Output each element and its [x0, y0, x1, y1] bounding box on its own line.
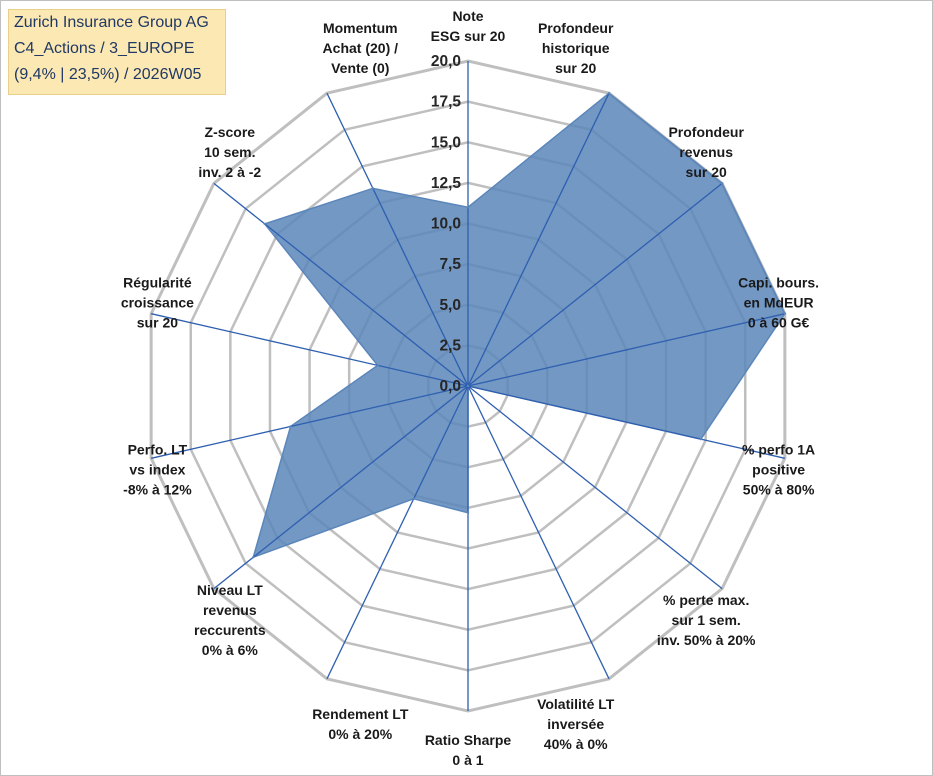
axis-label-3: Capi. bours. en MdEUR 0 à 60 G€	[738, 275, 819, 331]
axis-label-line: -8% à 12%	[123, 481, 192, 497]
spoke-10	[151, 385, 469, 459]
data-point-2	[720, 182, 724, 185]
axis-label-5: % perte max. sur 1 sem. inv. 50% à 20%	[657, 592, 756, 648]
spoke-3	[467, 313, 785, 387]
axis-label-line: Régularité	[123, 275, 192, 291]
data-point-0	[466, 206, 470, 209]
axis-label-2: Profondeur revenus sur 20	[668, 124, 744, 180]
axis-label-line: Profondeur	[668, 124, 744, 140]
axis-label-line: inversée	[547, 716, 604, 732]
axis-label-line: 50% à 80%	[743, 481, 815, 497]
axis-label-line: sur 20	[555, 60, 596, 76]
tick-label-6: 15,0	[431, 134, 461, 151]
spoke-6	[467, 385, 610, 680]
axis-label-10: Perfo. LT vs index -8% à 12%	[123, 441, 192, 497]
tick-label-2: 5,0	[439, 297, 461, 314]
axis-label-line: Capi. bours.	[738, 275, 819, 291]
data-point-3	[783, 312, 787, 315]
axis-label-line: en MdEUR	[744, 295, 814, 311]
spoke-11	[151, 313, 469, 387]
data-point-9	[252, 556, 255, 559]
tick-label-4: 10,0	[431, 216, 461, 233]
data-point-1	[607, 91, 611, 95]
data-point-12	[263, 222, 266, 226]
company-name: Zurich Insurance Group AG	[14, 14, 209, 31]
axis-label-7: Ratio Sharpe 0 à 1	[425, 732, 512, 768]
axis-label-8: Rendement LT 0% à 20%	[312, 706, 409, 742]
axis-label-line: revenus	[679, 144, 733, 160]
axis-label-9: Niveau LT revenus reccurents 0% à 6%	[194, 582, 266, 658]
tick-label-1: 2,5	[439, 337, 461, 354]
axis-label-line: Z-score	[205, 124, 256, 140]
tick-label-5: 12,5	[431, 175, 462, 192]
axis-label-line: Profondeur	[538, 20, 614, 36]
axis-label-line: reccurents	[194, 622, 266, 638]
axis-label-4: % perfo 1A positive 50% à 80%	[742, 441, 815, 497]
axis-label-line: 0% à 20%	[328, 726, 392, 742]
axis-label-line: 0 à 1	[452, 752, 483, 768]
axis-label-line: sur 20	[686, 164, 727, 180]
axis-label-line: ESG sur 20	[431, 28, 506, 44]
data-point-6	[466, 384, 470, 388]
tick-label-8: 20,0	[431, 53, 461, 70]
axis-label-line: 40% à 0%	[544, 736, 608, 752]
axis-label-0: Note ESG sur 20	[431, 8, 506, 44]
axis-label-line: % perfo 1A	[742, 441, 815, 457]
axis-label-line: positive	[752, 461, 805, 477]
spoke-2	[467, 182, 723, 387]
spoke-4	[467, 385, 785, 459]
axis-label-line: sur 1 sem.	[672, 612, 741, 628]
axis-label-line: Ratio Sharpe	[425, 732, 512, 748]
data-point-10	[289, 425, 292, 428]
data-point-7	[466, 511, 470, 514]
axis-label-13: Momentum Achat (20) / Vente (0)	[323, 20, 399, 76]
spoke-8	[326, 385, 469, 680]
axis-label-line: Vente (0)	[331, 60, 389, 76]
axis-label-line: inv. 50% à 20%	[657, 632, 756, 648]
axis-label-line: 0% à 6%	[202, 642, 259, 658]
tick-label-7: 17,5	[431, 94, 462, 111]
axis-label-line: Note	[452, 8, 483, 24]
axis-label-line: vs index	[129, 461, 185, 477]
tick-label-0: 0,0	[439, 378, 461, 395]
axis-label-line: Niveau LT	[197, 582, 263, 598]
axis-label-line: sur 20	[137, 315, 178, 331]
data-point-4	[699, 437, 703, 441]
axis-label-line: Rendement LT	[312, 706, 409, 722]
info-box: Zurich Insurance Group AG C4_Actions / 3…	[8, 9, 226, 95]
spoke-12	[213, 182, 469, 387]
axis-label-line: inv. 2 à -2	[198, 164, 261, 180]
spoke-5	[467, 385, 723, 590]
data-point-11	[376, 364, 379, 367]
axis-label-line: 0 à 60 G€	[748, 315, 810, 331]
tick-label-3: 7,5	[439, 256, 461, 273]
axis-label-line: 10 sem.	[204, 144, 255, 160]
axis-label-line: % perte max.	[663, 592, 749, 608]
spoke-9	[213, 385, 469, 590]
spoke-13	[326, 92, 469, 387]
data-point-8	[412, 497, 415, 500]
axis-label-line: croissance	[121, 295, 194, 311]
performance-week-label: (9,4% | 23,5%) / 2026W05	[14, 66, 202, 83]
spoke-1	[467, 92, 610, 387]
series-area	[252, 92, 786, 559]
category-label: C4_Actions / 3_EUROPE	[14, 40, 195, 57]
axis-label-1: Profondeur historique sur 20	[538, 20, 614, 76]
axis-label-line: Momentum	[323, 20, 398, 36]
axis-label-line: Volatilité LT	[537, 696, 615, 712]
axis-label-12: Z-score 10 sem. inv. 2 à -2	[198, 124, 261, 180]
data-point-13	[371, 187, 375, 190]
axis-label-6: Volatilité LT inversée 40% à 0%	[537, 696, 615, 752]
axis-label-line: historique	[542, 40, 610, 56]
axis-label-line: Perfo. LT	[128, 441, 188, 457]
axis-label-line: Achat (20) /	[323, 40, 399, 56]
axis-label-line: revenus	[203, 602, 257, 618]
axis-label-11: Régularité croissance sur 20	[121, 275, 194, 331]
